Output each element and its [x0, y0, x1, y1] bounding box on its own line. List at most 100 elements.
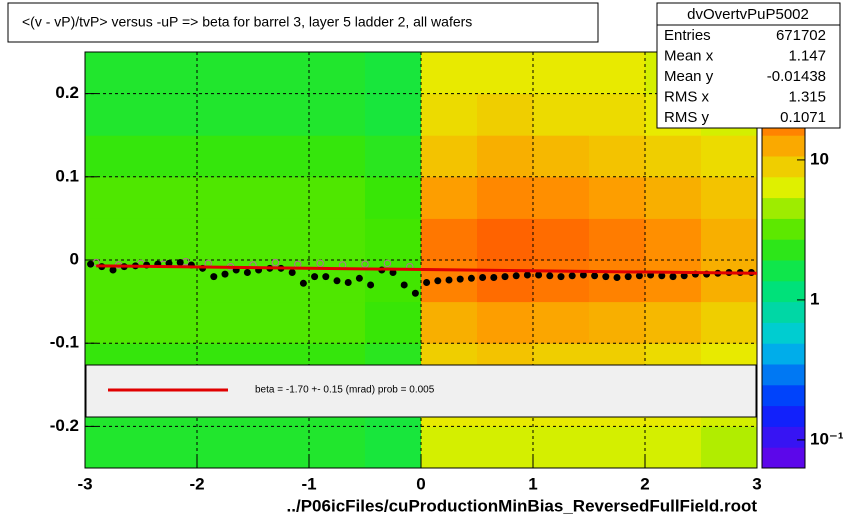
heatmap-cell — [533, 260, 590, 303]
x-tick-label: 2 — [640, 474, 649, 493]
stats-key: Mean x — [664, 47, 714, 64]
heatmap-cell — [253, 218, 310, 261]
heatmap-cell — [589, 93, 646, 136]
stats-value: -0.01438 — [767, 68, 826, 85]
profile-marker — [367, 281, 375, 289]
heatmap-cell — [365, 301, 422, 344]
heatmap-cell — [533, 135, 590, 178]
heatmap-cell — [645, 135, 702, 178]
plot-area — [84, 51, 758, 469]
colorbar-segment — [762, 322, 805, 344]
open-marker — [316, 259, 324, 268]
heatmap-cell — [701, 135, 758, 178]
heatmap-cell — [365, 260, 422, 303]
profile-marker — [311, 273, 319, 281]
heatmap-cell — [645, 218, 702, 261]
heatmap-cell — [477, 218, 534, 261]
heatmap-cell — [589, 176, 646, 219]
profile-marker — [87, 260, 95, 268]
heatmap-cell — [197, 218, 254, 261]
heatmap-cell — [645, 260, 702, 303]
colorbar-segment — [762, 405, 805, 427]
heatmap-cell — [421, 426, 478, 469]
stats-value: 0.1071 — [780, 109, 826, 126]
heatmap-cell — [141, 301, 198, 344]
heatmap-cell — [533, 93, 590, 136]
y-tick-label: 0.1 — [55, 166, 79, 185]
profile-marker — [512, 272, 520, 280]
heatmap-cell — [421, 176, 478, 219]
profile-marker — [243, 268, 251, 276]
profile-marker — [680, 272, 688, 280]
heatmap-cell — [589, 135, 646, 178]
heatmap-cell — [701, 218, 758, 261]
heatmap-cell — [533, 218, 590, 261]
heatmap-cell — [421, 93, 478, 136]
stats-key: Mean y — [664, 68, 714, 85]
y-tick-label: 0.2 — [55, 83, 79, 102]
profile-marker — [635, 272, 643, 280]
profile-marker — [210, 273, 218, 281]
stats-box — [656, 2, 841, 129]
heatmap-cell — [365, 93, 422, 136]
heatmap-cell — [253, 426, 310, 469]
profile-marker — [423, 278, 431, 286]
profile-marker — [176, 258, 184, 266]
open-marker — [271, 258, 280, 267]
x-axis-label: ../P06icFiles/cuProductionMinBias_Revers… — [287, 496, 758, 515]
profile-marker — [344, 278, 352, 286]
heatmap-cell — [365, 176, 422, 219]
x-tick-label: 1 — [528, 474, 537, 493]
colorbar-segment — [762, 426, 805, 448]
heatmap-cell — [477, 426, 534, 469]
colorbar-segment — [762, 447, 805, 469]
heatmap-cell — [645, 426, 702, 469]
heatmap-cell — [589, 52, 646, 95]
heatmap-cell — [141, 52, 198, 95]
colorbar-segment — [762, 218, 805, 240]
heatmap-cell — [253, 301, 310, 344]
heatmap-cell — [309, 135, 366, 178]
profile-marker — [546, 272, 554, 280]
y-tick-label: 0 — [70, 249, 79, 268]
legend-text: beta = -1.70 +- 0.15 (mrad) prob = 0.005 — [255, 385, 435, 396]
heatmap-cell — [197, 93, 254, 136]
profile-marker — [288, 268, 296, 276]
heatmap-cell — [309, 426, 366, 469]
heatmap-cell — [365, 135, 422, 178]
profile-marker — [109, 266, 117, 274]
colorbar-label: 10 — [810, 149, 829, 168]
x-tick-label: 0 — [416, 474, 425, 493]
heatmap-cell — [421, 52, 478, 95]
heatmap-cell — [477, 52, 534, 95]
profile-marker — [479, 273, 487, 281]
title-box — [7, 2, 599, 43]
x-tick-label: 3 — [752, 474, 761, 493]
heatmap-cell — [197, 135, 254, 178]
colorbar-segment — [762, 176, 805, 199]
stats-value: 1.147 — [788, 47, 826, 64]
colorbar-segment — [762, 280, 805, 303]
profile-marker — [165, 259, 173, 267]
y-tick-label: -0.2 — [50, 416, 79, 435]
heatmap-cell — [85, 52, 142, 95]
profile-marker — [613, 273, 621, 281]
heatmap-cell — [477, 135, 534, 178]
heatmap-cell — [309, 176, 366, 219]
profile-marker — [389, 268, 397, 276]
profile-marker — [669, 273, 677, 281]
heatmap-cell — [253, 52, 310, 95]
heatmap-cell — [141, 176, 198, 219]
colorbar-segment — [762, 239, 805, 261]
fit-line — [96, 264, 758, 275]
profile-marker — [523, 271, 531, 279]
stats-key: Entries — [664, 27, 711, 44]
heatmap-cell — [533, 426, 590, 469]
heatmap-cell — [197, 176, 254, 219]
heatmap-cell — [309, 93, 366, 136]
heatmap-cell — [477, 93, 534, 136]
profile-marker — [624, 273, 632, 281]
profile-marker — [299, 279, 307, 287]
profile-marker — [333, 277, 341, 285]
